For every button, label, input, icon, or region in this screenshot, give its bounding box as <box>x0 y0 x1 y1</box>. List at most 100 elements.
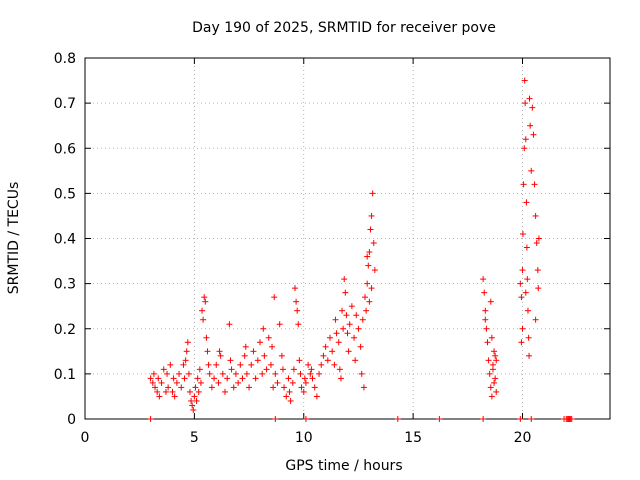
data-point-marker <box>487 384 494 391</box>
y-tick-label: 0.4 <box>54 232 76 248</box>
data-point-marker <box>528 167 535 174</box>
data-point-marker <box>287 397 294 404</box>
data-point-marker <box>305 361 312 368</box>
data-point-marker <box>228 366 235 373</box>
data-point-marker <box>285 375 292 382</box>
data-point-marker <box>487 298 494 305</box>
data-point-marker <box>235 379 242 386</box>
data-points <box>147 77 575 422</box>
data-point-marker <box>185 370 192 377</box>
data-point-marker <box>355 325 362 332</box>
data-point-marker <box>527 122 534 129</box>
data-point-marker <box>518 294 525 301</box>
data-point-marker <box>345 348 352 355</box>
data-point-marker <box>222 388 228 395</box>
data-point-marker <box>357 343 364 350</box>
data-point-marker <box>215 379 222 386</box>
data-point-marker <box>394 416 401 422</box>
data-point-marker <box>521 145 528 152</box>
data-point-marker <box>182 357 189 364</box>
data-point-marker <box>335 339 342 346</box>
data-point-marker <box>339 307 346 314</box>
data-point-marker <box>360 384 367 391</box>
data-point-marker <box>217 352 224 359</box>
data-point-marker <box>523 244 530 251</box>
data-point-marker <box>183 348 190 355</box>
data-point-marker <box>491 348 498 355</box>
data-point-marker <box>147 375 154 382</box>
data-point-marker <box>190 406 197 413</box>
data-point-marker <box>164 370 171 377</box>
data-point-marker <box>322 343 329 350</box>
data-point-marker <box>156 393 163 400</box>
data-point-marker <box>332 316 339 323</box>
y-tick-label: 0.8 <box>54 51 76 67</box>
data-point-marker <box>286 388 293 395</box>
data-point-marker <box>522 289 529 296</box>
data-point-marker <box>522 136 529 143</box>
data-point-marker <box>281 384 288 391</box>
data-point-marker <box>482 307 489 314</box>
data-point-marker <box>180 361 187 368</box>
data-point-marker <box>300 388 307 395</box>
data-point-marker <box>308 366 315 373</box>
data-point-marker <box>519 267 526 274</box>
data-point-marker <box>193 397 200 404</box>
data-point-marker <box>517 280 524 287</box>
data-point-marker <box>213 361 220 368</box>
data-point-marker <box>230 384 237 391</box>
data-point-marker <box>333 330 340 337</box>
data-point-marker <box>241 352 248 359</box>
data-point-marker <box>196 366 203 373</box>
data-point-marker <box>493 388 500 395</box>
y-tick-label: 0.7 <box>54 96 76 112</box>
data-point-marker <box>257 339 263 346</box>
data-point-marker <box>298 384 305 391</box>
data-point-marker <box>482 316 489 323</box>
y-tick-label: 0.3 <box>54 277 76 293</box>
data-point-marker <box>337 375 344 382</box>
data-point-marker <box>525 334 532 341</box>
data-point-marker <box>206 370 213 377</box>
data-point-marker <box>353 312 360 319</box>
data-point-marker <box>364 253 371 260</box>
data-point-marker <box>488 393 495 400</box>
data-point-marker <box>520 181 527 188</box>
data-point-marker <box>237 361 244 368</box>
data-point-marker <box>519 230 526 237</box>
data-point-marker <box>363 307 370 314</box>
data-point-marker <box>296 357 303 364</box>
data-point-marker <box>254 357 261 364</box>
data-point-marker <box>367 226 374 233</box>
data-point-marker <box>250 348 257 355</box>
x-tick-label: 5 <box>190 430 199 446</box>
y-tick-label: 0 <box>67 412 76 428</box>
data-point-marker <box>352 357 359 364</box>
data-point-marker <box>267 361 274 368</box>
data-point-marker <box>259 370 266 377</box>
data-point-marker <box>522 100 529 107</box>
data-point-marker <box>529 104 536 111</box>
data-point-marker <box>243 370 250 377</box>
chart-title: Day 190 of 2025, SRMTID for receiver pov… <box>192 20 496 36</box>
data-point-marker <box>480 276 487 283</box>
data-point-marker <box>371 267 378 274</box>
x-tick-label: 15 <box>404 430 422 446</box>
y-axis-label: SRMTID / TECUs <box>6 182 22 295</box>
data-point-marker <box>344 330 351 337</box>
data-point-marker <box>369 190 376 197</box>
data-point-marker <box>279 366 286 373</box>
data-point-marker <box>170 375 177 382</box>
data-point-marker <box>246 384 253 391</box>
data-point-marker <box>203 334 210 341</box>
data-point-marker <box>227 357 234 364</box>
data-point-marker <box>316 370 323 377</box>
data-point-marker <box>242 343 249 350</box>
data-point-marker <box>260 325 267 332</box>
data-point-marker <box>485 357 492 364</box>
data-point-marker <box>167 361 174 368</box>
data-point-marker <box>289 379 296 386</box>
data-point-marker <box>530 131 537 138</box>
data-point-marker <box>483 325 490 332</box>
axis-ticks: 0 0.1 0.2 0.3 0.4 0.5 0.6 0.7 0.8 0 5 10 15 20 <box>54 51 610 446</box>
